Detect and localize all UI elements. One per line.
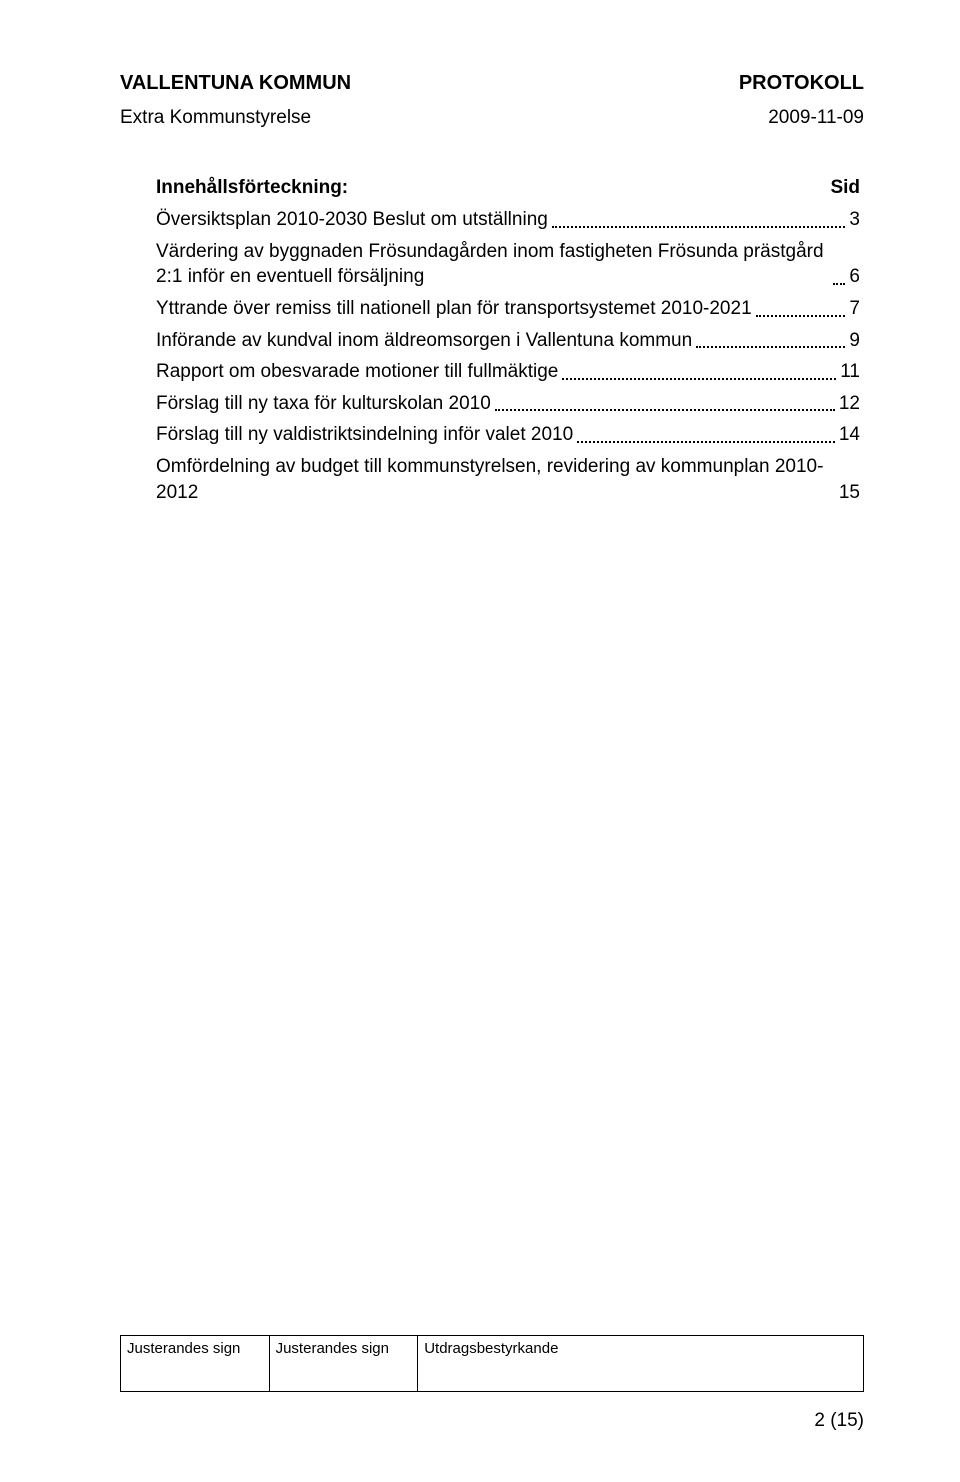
toc-entry-page: 3 [849,207,860,233]
doc-type: PROTOKOLL [739,72,864,95]
toc-entry-label: Värdering av byggnaden Frösundagården in… [156,239,829,290]
toc-entry: Översiktsplan 2010-2030 Beslut om utstäl… [156,207,860,233]
meeting-body: Extra Kommunstyrelse [120,107,311,129]
toc-dots [552,226,846,228]
toc-sid-label: Sid [830,177,860,199]
toc-dots [756,315,846,317]
page-number: 2 (15) [120,1410,864,1432]
header-row: VALLENTUNA KOMMUN PROTOKOLL [120,72,864,95]
toc-entry: Förslag till ny valdistriktsindelning in… [156,422,860,448]
toc-entry: Införande av kundval inom äldreomsorgen … [156,328,860,354]
sign-cell-1: Justerandes sign [121,1336,270,1392]
toc-entry-page: 9 [849,328,860,354]
toc-entry-label: Yttrande över remiss till nationell plan… [156,296,752,322]
subheader-row: Extra Kommunstyrelse 2009-11-09 [120,107,864,129]
toc-entry-label: Förslag till ny taxa för kulturskolan 20… [156,391,491,417]
meeting-date: 2009-11-09 [768,107,864,129]
toc-entry-label: Förslag till ny valdistriktsindelning in… [156,422,573,448]
toc-entry: Förslag till ny taxa för kulturskolan 20… [156,391,860,417]
toc-entry-page: 14 [839,422,860,448]
org-name: VALLENTUNA KOMMUN [120,72,351,95]
toc-title-row: Innehållsförteckning: Sid [156,177,860,199]
toc-entry-page: 6 [849,264,860,290]
toc-entry-label: Rapport om obesvarade motioner till full… [156,359,558,385]
toc-entry-page: 12 [839,391,860,417]
page: VALLENTUNA KOMMUN PROTOKOLL Extra Kommun… [0,0,960,1482]
toc-entry: Yttrande över remiss till nationell plan… [156,296,860,322]
toc-entry: Värdering av byggnaden Frösundagården in… [156,239,860,290]
toc-entry-page: 15 [839,480,860,506]
toc-dots [562,378,836,380]
toc-entry: Rapport om obesvarade motioner till full… [156,359,860,385]
toc-title: Innehållsförteckning: [156,177,348,199]
signature-table: Justerandes sign Justerandes sign Utdrag… [120,1335,864,1392]
toc-dots [833,283,845,285]
toc-entry-label: Införande av kundval inom äldreomsorgen … [156,328,692,354]
toc-dots [696,346,845,348]
toc-entry-label: Översiktsplan 2010-2030 Beslut om utstäl… [156,207,548,233]
footer: Justerandes sign Justerandes sign Utdrag… [120,1335,864,1432]
cert-cell: Utdragsbestyrkande [418,1336,864,1392]
toc-dots [577,441,835,443]
toc-dots [495,409,835,411]
toc-entry: Omfördelning av budget till kommunstyrel… [156,454,860,505]
toc-entry-page: 11 [840,359,860,385]
toc-entry-page: 7 [849,296,860,322]
toc: Innehållsförteckning: Sid Översiktsplan … [120,177,864,511]
sign-cell-2: Justerandes sign [269,1336,418,1392]
toc-entry-label: Omfördelning av budget till kommunstyrel… [156,454,839,505]
